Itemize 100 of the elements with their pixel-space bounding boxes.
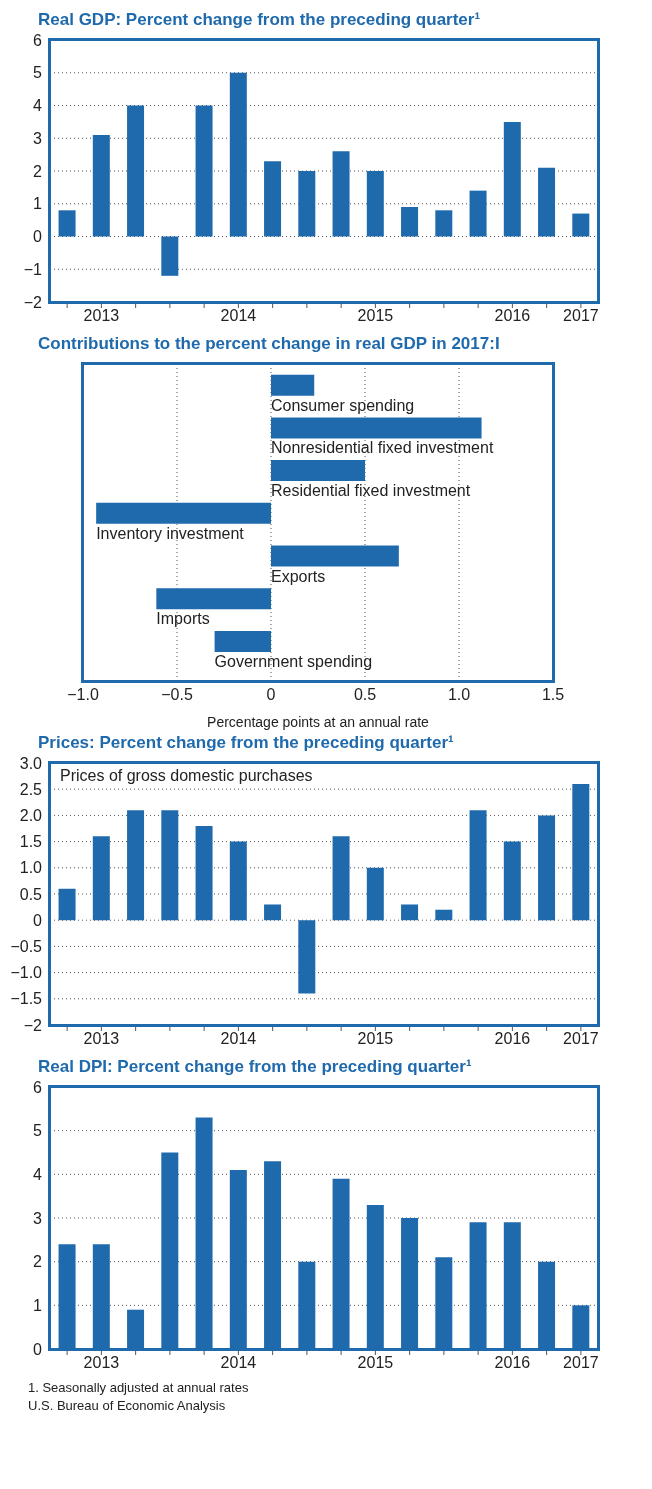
text: 1. Seasonally adjusted at annual rates bbox=[28, 1379, 250, 1397]
bar bbox=[92, 134, 110, 237]
chart-title: Real DPI: Percent change from the preceding quarter¹ bbox=[38, 1056, 473, 1078]
x-tick-label: −0.5 bbox=[161, 686, 193, 704]
bar bbox=[271, 460, 365, 482]
y-tick-label: 5 bbox=[33, 1122, 43, 1140]
bar bbox=[572, 213, 590, 237]
bar bbox=[503, 841, 521, 921]
y-tick-label: 2 bbox=[33, 162, 43, 180]
bar bbox=[96, 502, 271, 524]
y-tick-label: 3.0 bbox=[19, 754, 43, 772]
x-tick-label: 2013 bbox=[83, 1030, 120, 1048]
bar bbox=[229, 1169, 247, 1349]
bar bbox=[469, 810, 487, 921]
bar bbox=[435, 210, 453, 237]
bar bbox=[214, 630, 271, 652]
bar bbox=[156, 588, 271, 610]
bar bbox=[332, 151, 350, 237]
category-label: Government spending bbox=[214, 652, 373, 670]
bar bbox=[538, 815, 556, 921]
x-tick-label: 2017 bbox=[563, 307, 599, 325]
bar bbox=[264, 904, 282, 921]
y-tick-label: 6 bbox=[33, 1078, 43, 1096]
bar bbox=[332, 836, 350, 921]
y-tick-label: 2.5 bbox=[19, 780, 43, 798]
x-tick-label: 1.5 bbox=[541, 686, 565, 704]
y-tick-label: −2 bbox=[23, 1016, 43, 1034]
bar bbox=[127, 810, 145, 921]
bar bbox=[92, 1244, 110, 1349]
bar bbox=[298, 920, 316, 994]
y-tick-label: −1.5 bbox=[10, 990, 43, 1008]
x-tick-label: 2014 bbox=[220, 1354, 257, 1372]
y-tick-label: 1.5 bbox=[19, 833, 43, 851]
bar bbox=[401, 904, 419, 921]
y-tick-label: 4 bbox=[33, 1166, 43, 1184]
x-tick-label: 2017 bbox=[563, 1354, 599, 1372]
bar bbox=[195, 1117, 213, 1349]
bar bbox=[229, 72, 247, 237]
y-tick-label: 1.0 bbox=[19, 859, 43, 877]
bar bbox=[469, 190, 487, 237]
x-tick-label: 2015 bbox=[357, 1030, 394, 1048]
bar bbox=[538, 1261, 556, 1349]
bar bbox=[366, 171, 384, 237]
bar bbox=[503, 121, 521, 237]
y-tick-label: 1 bbox=[33, 195, 43, 213]
y-tick-label: 2.0 bbox=[19, 807, 43, 825]
bar bbox=[271, 417, 482, 439]
bar bbox=[92, 836, 110, 921]
x-tick-label: 2014 bbox=[220, 1030, 257, 1048]
bar bbox=[572, 783, 590, 921]
y-tick-label: 0 bbox=[33, 1340, 43, 1358]
x-tick-label: 2013 bbox=[83, 307, 120, 325]
y-tick-label: 3 bbox=[33, 1209, 43, 1227]
annotation: Prices of gross domestic purchases bbox=[60, 767, 313, 785]
y-tick-label: −2 bbox=[23, 293, 43, 311]
x-tick-label: 0.5 bbox=[353, 686, 377, 704]
category-label: Imports bbox=[156, 610, 210, 628]
chart-title: Prices: Percent change from the preceding quarter¹ bbox=[38, 732, 455, 754]
bar bbox=[58, 1244, 76, 1349]
bar bbox=[271, 374, 315, 396]
text: U.S. Bureau of Economic Analysis bbox=[28, 1397, 227, 1415]
x-tick-label: −1.0 bbox=[67, 686, 99, 704]
x-tick-label: 2015 bbox=[357, 1354, 394, 1372]
bar bbox=[264, 161, 282, 237]
y-tick-label: 3 bbox=[33, 129, 43, 147]
bar bbox=[195, 105, 213, 237]
category-label: Inventory investment bbox=[96, 524, 244, 542]
bar bbox=[401, 1218, 419, 1349]
y-tick-label: 6 bbox=[33, 31, 43, 49]
bar bbox=[161, 236, 179, 276]
y-tick-label: −1.0 bbox=[10, 964, 43, 982]
x-tick-label: 2015 bbox=[357, 307, 394, 325]
bar bbox=[538, 167, 556, 237]
bar bbox=[298, 1261, 316, 1349]
y-tick-label: 0 bbox=[33, 911, 43, 929]
bar bbox=[366, 867, 384, 921]
category-label: Consumer spending bbox=[271, 396, 415, 414]
y-tick-label: 2 bbox=[33, 1253, 43, 1271]
x-tick-label: 2016 bbox=[494, 1354, 531, 1372]
bar bbox=[58, 210, 76, 237]
x-tick-label: 2013 bbox=[83, 1354, 120, 1372]
bar bbox=[503, 1222, 521, 1349]
y-tick-label: 4 bbox=[33, 97, 43, 115]
x-tick-label: 2017 bbox=[563, 1030, 599, 1048]
y-tick-label: −0.5 bbox=[10, 938, 43, 956]
x-axis-title: Percentage points at an annual rate bbox=[207, 714, 430, 730]
bar bbox=[435, 1257, 453, 1349]
x-tick-label: 2016 bbox=[494, 307, 531, 325]
bar bbox=[469, 1222, 487, 1349]
y-tick-label: 0.5 bbox=[19, 885, 43, 903]
y-tick-label: −1 bbox=[23, 260, 43, 278]
chart-title: Contributions to the percent change in real GDP in 2017:I bbox=[38, 333, 501, 355]
category-label: Nonresidential fixed investment bbox=[271, 439, 494, 457]
x-tick-label: 2014 bbox=[220, 307, 257, 325]
bar bbox=[195, 825, 213, 921]
y-tick-label: 0 bbox=[33, 228, 43, 246]
x-tick-label: 1.0 bbox=[447, 686, 471, 704]
bar bbox=[271, 545, 399, 567]
bar bbox=[572, 1305, 590, 1349]
x-tick-label: 0 bbox=[266, 686, 276, 704]
